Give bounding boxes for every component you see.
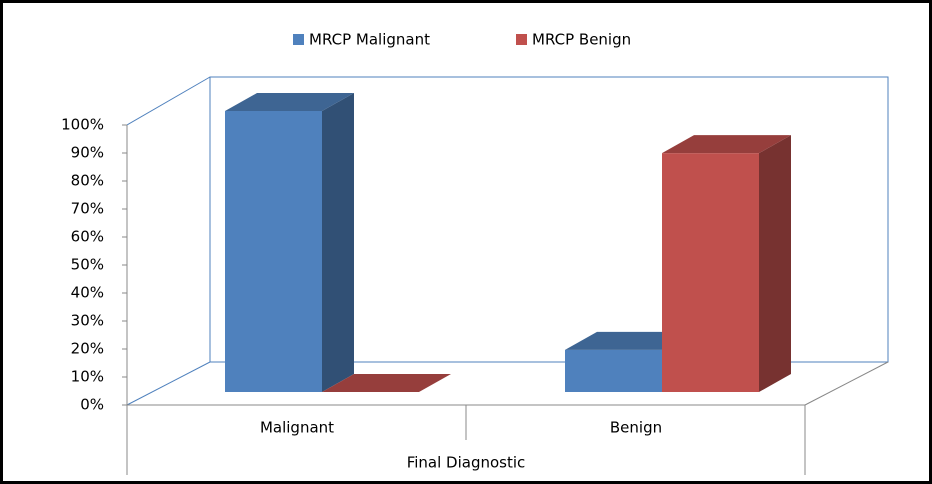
legend-swatch <box>516 34 527 45</box>
legend-swatch <box>293 34 304 45</box>
y-tick-label: 0% <box>80 396 104 414</box>
y-tick-label: 80% <box>71 172 104 190</box>
bar <box>225 111 322 392</box>
bar-side <box>759 135 791 392</box>
bar <box>565 349 662 392</box>
bar-top <box>565 331 694 350</box>
y-tick-label: 40% <box>71 284 104 302</box>
y-tick-label: 70% <box>71 200 104 218</box>
y-tick-label: 60% <box>71 228 104 246</box>
y-tick-label: 30% <box>71 312 104 330</box>
y-tick-label: 90% <box>71 144 104 162</box>
bar-top <box>225 93 354 111</box>
back-wall <box>209 76 889 363</box>
legend-label: MRCP Malignant <box>309 31 430 49</box>
walls <box>126 76 889 406</box>
legend-label: MRCP Benign <box>532 31 631 49</box>
bar <box>662 153 759 392</box>
y-tick-label: 50% <box>71 256 104 274</box>
x-tick-label: Malignant <box>260 419 334 437</box>
floor-edge <box>804 361 889 406</box>
side-wall-bottom <box>126 361 211 406</box>
y-tick-label: 10% <box>71 368 104 386</box>
x-axis-title: Final Diagnostic <box>407 454 526 472</box>
y-tick-label: 20% <box>71 340 104 358</box>
side-wall-top <box>126 76 211 126</box>
y-tick-label: 100% <box>61 116 104 134</box>
bar-side <box>322 93 354 392</box>
bar-top <box>662 135 791 154</box>
x-tick-label: Benign <box>610 419 662 437</box>
bar-top <box>322 374 451 392</box>
axes <box>126 125 889 475</box>
